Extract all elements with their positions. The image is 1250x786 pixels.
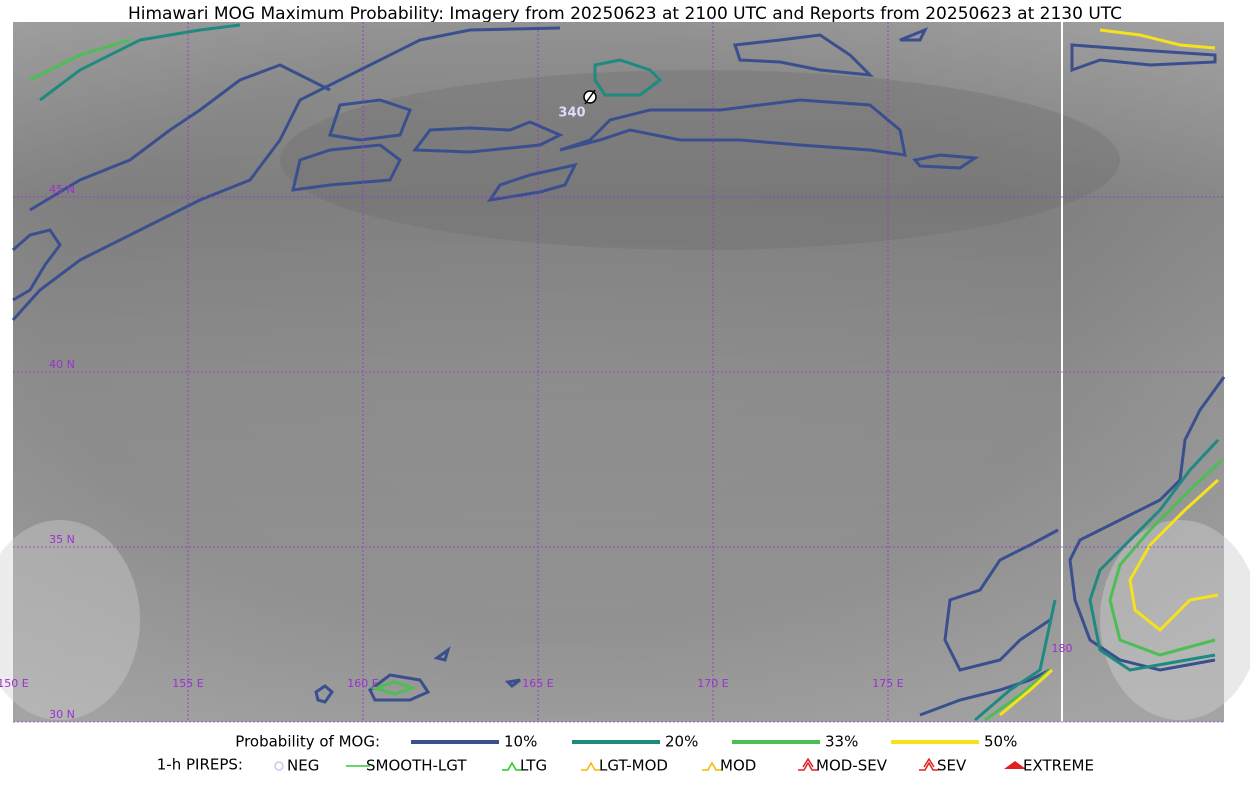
pirep-label: NEG <box>287 757 319 775</box>
pirep-label: EXTREME <box>1023 757 1094 775</box>
pirep-label: LTG <box>520 757 547 775</box>
pirep-icon <box>502 761 522 771</box>
latitude-label: 45 N <box>49 183 75 196</box>
pirep-icon <box>581 761 601 771</box>
pireps-legend-title: 1-h PIREPS: <box>157 756 243 774</box>
longitude-label: 180 <box>1052 642 1073 655</box>
pirep-icon <box>798 757 818 771</box>
report-altitude: 340 <box>558 106 585 121</box>
legend-label: 10% <box>504 733 537 751</box>
latitude-label: 35 N <box>49 533 75 546</box>
pirep-icon <box>1004 761 1026 769</box>
longitude-label: 150 E <box>0 677 29 690</box>
pirep-label: SEV <box>937 757 967 775</box>
longitude-label: 155 E <box>172 677 203 690</box>
legend-label: 50% <box>984 733 1017 751</box>
pirep-label: MOD-SEV <box>816 757 888 775</box>
legend-label: 20% <box>665 733 698 751</box>
probability-contours <box>11 23 1226 722</box>
longitude-label: 175 E <box>872 677 903 690</box>
legend-label: 33% <box>825 733 858 751</box>
pirep-icon <box>919 757 939 771</box>
pirep-icon <box>274 761 284 771</box>
pirep-label: LGT-MOD <box>599 757 668 775</box>
probability-legend-title: Probability of MOG: <box>235 733 380 751</box>
pirep-icon <box>702 761 722 771</box>
longitude-label: 170 E <box>697 677 728 690</box>
pirep-label: MOD <box>720 757 756 775</box>
longitude-label: 160 E <box>347 677 378 690</box>
lat-lon-grid: 45 N 40 N 35 N 30 N 150 E 155 E 160 E 165 E 170 … <box>0 22 1224 723</box>
latitude-label: 40 N <box>49 358 75 371</box>
longitude-label: 165 E <box>522 677 553 690</box>
legend: Probability of MOG: 1-h PIREPS: 10% 20% 33… <box>157 733 1094 775</box>
title: Himawari MOG Maximum Probability: Imager… <box>128 4 1122 24</box>
latitude-label: 30 N <box>49 708 75 721</box>
pirep-report: 340 <box>558 89 597 121</box>
pirep-label: SMOOTH-LGT <box>366 757 467 775</box>
